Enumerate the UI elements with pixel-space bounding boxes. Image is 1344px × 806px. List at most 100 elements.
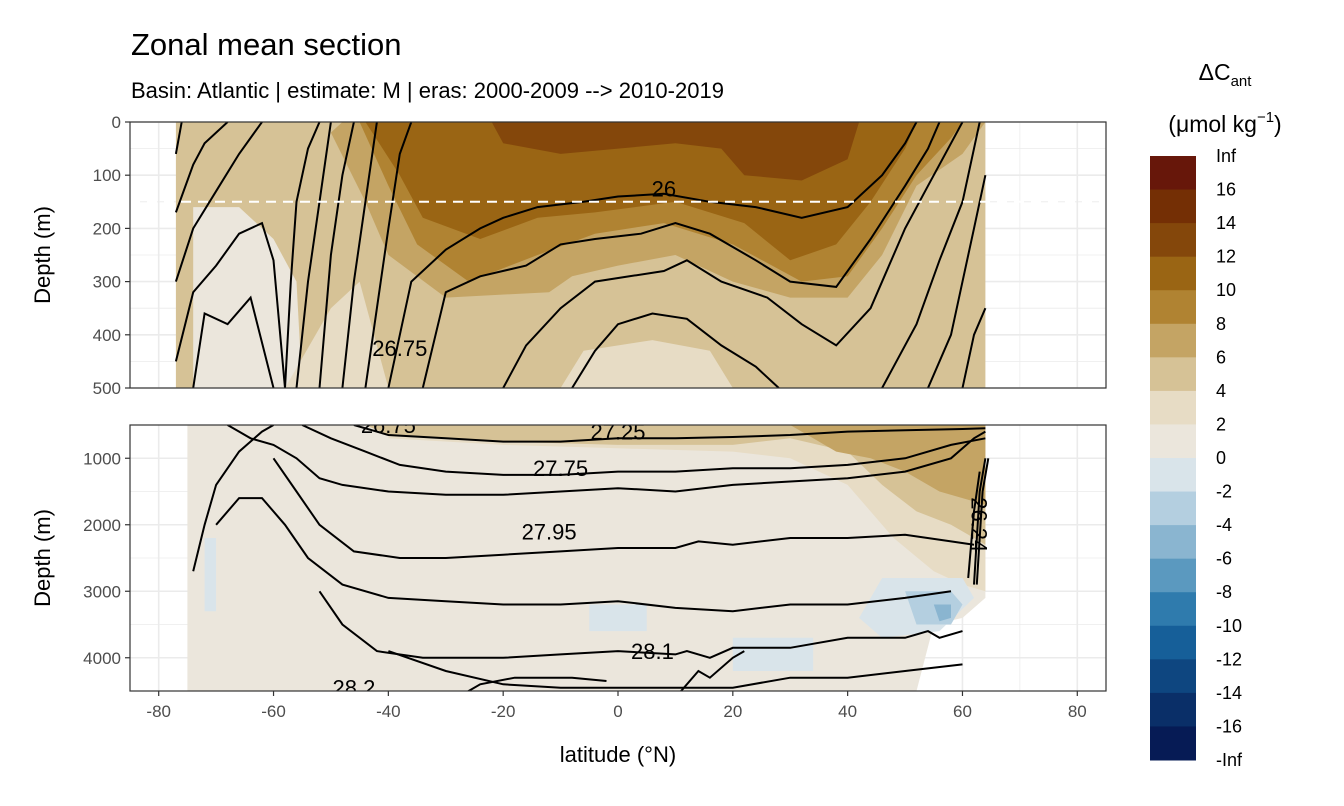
- legend-units: (μmol kg−1): [1168, 109, 1281, 137]
- cant-fill-region: [933, 604, 951, 622]
- y-tick-label: 400: [93, 326, 121, 345]
- legend-label: 14: [1216, 213, 1236, 233]
- density-contour: [272, 457, 975, 559]
- density-contour: [881, 122, 981, 388]
- chart-title: Zonal mean section: [131, 27, 402, 62]
- y-tick-label: 100: [93, 166, 121, 185]
- y-tick-label: 3000: [83, 582, 121, 601]
- y-tick-label: 0: [112, 113, 121, 132]
- density-contour: [341, 122, 378, 388]
- density-contour: [973, 458, 987, 585]
- x-tick-label: -80: [146, 702, 171, 721]
- y-axis-label-lower: Depth (m): [30, 509, 55, 607]
- legend-label: 8: [1216, 314, 1226, 334]
- contour-label: 27.75: [533, 456, 588, 481]
- legend-label: -10: [1216, 616, 1242, 636]
- density-contour: [927, 174, 987, 388]
- upper-panel-contours: [174, 122, 987, 388]
- legend-color-swatch: [1150, 189, 1196, 224]
- x-tick-label: 0: [613, 702, 622, 721]
- cant-fill-region: [491, 122, 860, 181]
- density-contour: [215, 497, 952, 613]
- x-tick-label: -40: [376, 702, 401, 721]
- legend-title: ΔCant: [1199, 59, 1253, 90]
- contour-label: 27.25: [590, 420, 645, 445]
- legend-color-swatch: [1150, 525, 1196, 560]
- upper-panel-fill: [175, 122, 986, 388]
- x-tick-label: -20: [491, 702, 516, 721]
- x-tick-label: 40: [838, 702, 857, 721]
- legend-color-swatch: [1150, 692, 1196, 727]
- density-contour: [284, 122, 321, 388]
- x-tick-label: 80: [1068, 702, 1087, 721]
- contour-label: 28.1: [631, 639, 674, 664]
- y-tick-label: 4000: [83, 649, 121, 668]
- y-tick-label: 1000: [83, 449, 121, 468]
- color-legend: ΔCant (μmol kg−1) Inf 16 14 12 10 8 6 4 2 0 -2 -4 -6…: [1150, 59, 1282, 770]
- legend-label: -Inf: [1216, 750, 1243, 770]
- cant-fill-region: [560, 340, 733, 388]
- lower-panel-contours: [192, 425, 990, 691]
- cant-fill-region: [193, 207, 303, 388]
- legend-label: Inf: [1216, 146, 1237, 166]
- legend-label: 2: [1216, 414, 1226, 434]
- y-axis-label-upper: Depth (m): [30, 206, 55, 304]
- density-contour: [174, 122, 263, 282]
- legend-color-swatch: [1150, 625, 1196, 660]
- x-tick-label: 60: [953, 702, 972, 721]
- contour-label: 28.2: [332, 676, 375, 701]
- legend-color-swatch: [1150, 290, 1196, 325]
- legend-color-swatch: [1150, 390, 1196, 425]
- y-tick-label: 200: [93, 219, 121, 238]
- legend-label: -12: [1216, 649, 1242, 669]
- legend-label: -14: [1216, 683, 1242, 703]
- density-contour: [679, 650, 745, 691]
- legend-label: 12: [1216, 247, 1236, 267]
- contour-label: 26.75: [361, 413, 416, 438]
- legend-color-swatch: [1150, 659, 1196, 694]
- legend-label: -4: [1216, 515, 1232, 535]
- density-contour: [502, 122, 964, 388]
- chart-subtitle: Basin: Atlantic | estimate: M | eras: 20…: [131, 78, 724, 103]
- legend-color-swatch: [1150, 458, 1196, 493]
- legend-color-swatch: [1150, 558, 1196, 593]
- legend-label: 0: [1216, 448, 1226, 468]
- cant-fill-region: [285, 281, 389, 388]
- legend-color-swatch: [1150, 357, 1196, 392]
- density-contour: [301, 425, 986, 476]
- density-contour: [174, 122, 229, 213]
- density-contour: [961, 307, 987, 388]
- density-contour: [967, 471, 981, 579]
- contour-label: 26.75: [372, 336, 427, 361]
- cant-fill-region: [790, 425, 986, 505]
- cant-fill-region: [732, 637, 814, 671]
- y-tick-label: 300: [93, 273, 121, 292]
- density-contour: [318, 590, 963, 659]
- density-contour: [192, 295, 275, 388]
- density-contour: [174, 122, 183, 155]
- legend-label: -2: [1216, 482, 1232, 502]
- density-contour: [364, 122, 413, 388]
- density-contour: [353, 425, 986, 443]
- legend-label: 16: [1216, 180, 1236, 200]
- upper-panel-border: [129, 121, 1107, 389]
- legend-label: -6: [1216, 549, 1232, 569]
- legend-color-swatch: [1150, 491, 1196, 526]
- density-contour: [295, 122, 332, 388]
- contour-label: 26.24: [967, 497, 992, 552]
- cant-fill-region: [589, 604, 647, 632]
- contour-label: 26: [652, 177, 676, 202]
- density-contour: [227, 425, 986, 496]
- upper-panel: 26 26.75 0 100 200 300 400 500: [93, 113, 1107, 398]
- density-contour: [388, 650, 963, 689]
- y-tick-label: 2000: [83, 516, 121, 535]
- legend-color-swatch: [1150, 726, 1196, 761]
- legend-color-swatch: [1150, 323, 1196, 358]
- cant-fill-region: [204, 538, 217, 612]
- density-contour: [192, 425, 274, 572]
- density-contour: [571, 312, 780, 388]
- legend-label: -16: [1216, 716, 1242, 736]
- legend-color-swatch: [1150, 592, 1196, 627]
- y-tick-label: 500: [93, 379, 121, 398]
